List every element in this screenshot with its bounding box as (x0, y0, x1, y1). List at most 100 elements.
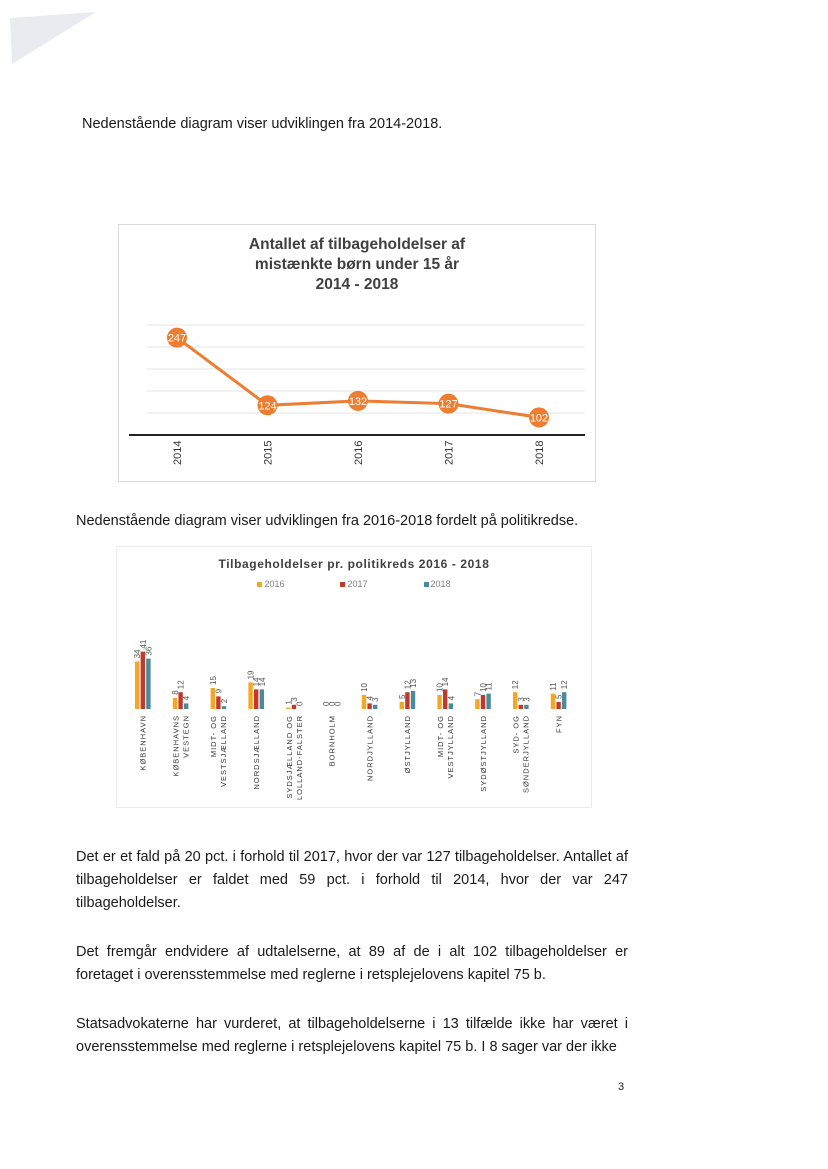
bar-value-label: 13 (409, 678, 418, 687)
bar (184, 703, 189, 709)
bar-value-label: 11 (549, 682, 558, 691)
bar-value-label: 3 (290, 697, 299, 702)
bar (210, 688, 215, 709)
intro-text-2: Nedenstående diagram viser udviklingen f… (76, 513, 579, 529)
x-tick-label: 2016 (353, 441, 365, 465)
category-label: VESTSJÆLLAND (219, 715, 228, 787)
bar-value-label: 19 (247, 670, 256, 679)
line-chart-title-line-1: Antallet af tilbageholdelser af (248, 236, 466, 253)
bar (399, 702, 404, 709)
bar (254, 689, 259, 709)
x-tick-label: 2014 (172, 441, 184, 465)
corner-fold-mark (10, 12, 96, 64)
bar (556, 702, 561, 709)
bar (178, 692, 183, 709)
bar-value-label: 41 (139, 639, 148, 648)
bar-value-label: 12 (511, 680, 520, 689)
line-chart: Antallet af tilbageholdelser af mistænkt… (118, 224, 596, 482)
bar (513, 692, 518, 709)
bar-value-label: 3 (522, 697, 531, 702)
category-label: MIDT- OG (436, 715, 445, 757)
x-tick-label: 2018 (534, 441, 546, 465)
bar (248, 682, 253, 709)
bar-value-label: 11 (485, 682, 494, 691)
bar (373, 704, 378, 709)
bar (437, 695, 442, 709)
category-label: VESTEGN (181, 715, 190, 758)
bar (550, 693, 556, 709)
data-point (529, 407, 549, 428)
category-label: SYDSJÆLLAND OG (285, 715, 294, 799)
bar-chart: Tilbageholdelser pr. politikreds 2016 - … (116, 546, 592, 808)
bar-value-label: 0 (322, 701, 331, 706)
bar (172, 697, 178, 709)
paragraph-1: Det er et fald på 20 pct. i forhold til … (76, 849, 628, 911)
bar-value-label: 0 (333, 701, 342, 706)
data-label: 247 (168, 333, 186, 345)
data-label: 124 (258, 400, 276, 412)
x-tick-label: 2015 (263, 441, 275, 465)
legend-item-2016: 2016 (257, 579, 284, 589)
category-label: KØBENHAVNS (171, 715, 180, 777)
bar-value-label: 5 (398, 694, 407, 699)
bar (286, 707, 291, 709)
line-chart-plot: 247 124 132 127 102 2014 2015 2016 2017 2018 (129, 324, 585, 465)
x-tick-label: 2017 (444, 441, 456, 465)
bar (367, 703, 372, 709)
bar-value-label: 14 (252, 677, 261, 686)
bar-value-label: 34 (133, 649, 142, 658)
legend-label-2016: 2016 (264, 579, 285, 589)
bar (562, 692, 567, 709)
intro-text-1: Nedenstående diagram viser udviklingen f… (82, 116, 443, 132)
category-label: SØNDERJYLLAND (522, 715, 531, 793)
bar-value-label: 8 (171, 690, 180, 695)
category-label: ØSTJYLLAND (403, 715, 412, 773)
bar-value-label: 14 (258, 677, 267, 686)
category-label: SYDØSTJYLLAND (479, 715, 488, 792)
category-label: LOLLAND-FALSTER (295, 715, 304, 800)
bar-chart-title: Tilbageholdelser pr. politikreds 2016 - … (218, 557, 490, 571)
bar-value-label: 12 (177, 680, 186, 689)
bar-value-label: 10 (436, 683, 445, 692)
bar-value-label: 10 (360, 683, 369, 692)
bar (146, 658, 151, 709)
data-label: 132 (349, 396, 367, 408)
bar-value-label: 9 (214, 688, 223, 693)
bar (524, 704, 529, 709)
bar (221, 706, 227, 709)
legend-swatch-2016 (257, 581, 263, 587)
category-label: NORDSJÆLLAND (252, 715, 261, 790)
data-label: 102 (530, 412, 548, 424)
bar (518, 704, 523, 709)
paragraph-3: Statsadvokaterne har vurderet, at tilbag… (76, 1016, 628, 1055)
bar-value-label: 3 (371, 697, 380, 702)
bar-value-label: 1 (284, 700, 293, 705)
bar-value-label: 7 (473, 691, 482, 696)
bar (480, 695, 486, 709)
category-label: MIDT- OG (209, 715, 218, 757)
category-label: KØBENHAVN (139, 715, 148, 771)
bar (443, 689, 448, 709)
bar (448, 703, 453, 709)
category-label: NORDJYLLAND (365, 715, 374, 781)
data-point (438, 393, 459, 414)
legend-swatch-2017 (340, 581, 346, 587)
page-number: 3 (618, 1081, 625, 1093)
bar (135, 661, 140, 709)
bar-value-label: 36 (144, 646, 153, 655)
bar-value-label: 0 (328, 701, 337, 706)
bar-chart-legend: 2016 2017 2018 (117, 579, 591, 589)
data-point (167, 327, 187, 348)
paragraph-2: Det fremgår endvidere af udtalelserne, a… (76, 944, 628, 983)
line-chart-title-line-3: 2014 - 2018 (315, 276, 399, 293)
bar-value-label: 14 (441, 677, 450, 686)
bar-value-label: 15 (209, 676, 218, 685)
line-chart-title: Antallet af tilbageholdelser af mistænkt… (119, 235, 595, 295)
data-label: 127 (439, 399, 457, 411)
legend-swatch-2018 (423, 581, 429, 587)
bar-value-label: 12 (560, 680, 569, 689)
bar-value-label: 0 (296, 701, 305, 706)
data-point (348, 390, 368, 411)
bar (410, 690, 416, 709)
